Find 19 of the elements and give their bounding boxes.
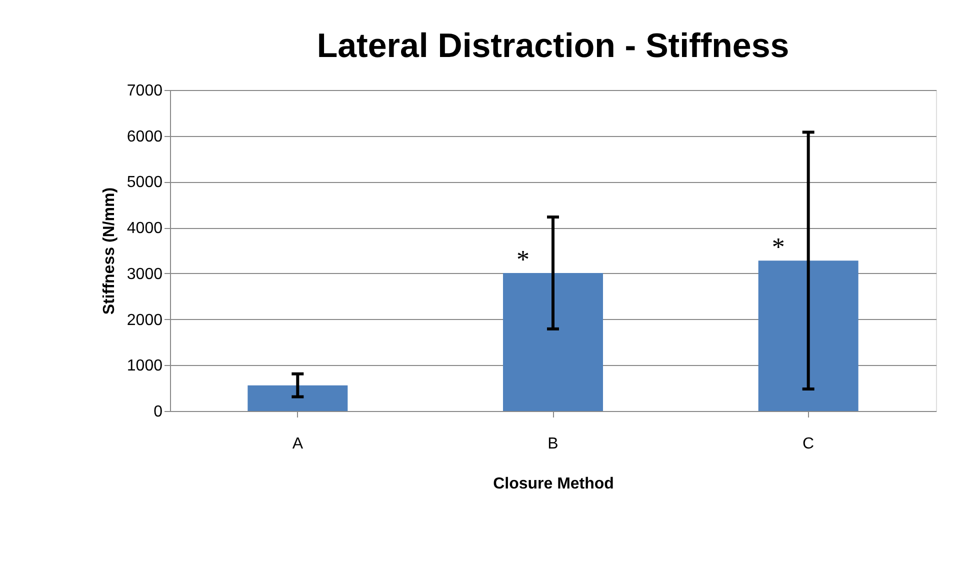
y-tick-label: 5000 bbox=[126, 174, 163, 192]
x-axis-title: Closure Method bbox=[493, 476, 614, 492]
y-axis-title: Stiffness (N/mm) bbox=[100, 187, 118, 315]
y-tick-label: 1000 bbox=[126, 358, 163, 375]
x-tick-label: C bbox=[802, 436, 814, 452]
y-tick-label: 4000 bbox=[126, 220, 163, 238]
chart-title: Lateral Distraction - Stiffness bbox=[316, 27, 790, 65]
y-tick-label: 7000 bbox=[126, 82, 163, 100]
y-tick-label: 2000 bbox=[126, 312, 163, 329]
bar bbox=[248, 385, 348, 411]
y-tick-label: 0 bbox=[154, 404, 163, 420]
y-tick-label: 3000 bbox=[126, 266, 163, 283]
x-tick-label: A bbox=[292, 436, 304, 452]
bar bbox=[503, 272, 603, 411]
annotation: * bbox=[516, 244, 530, 274]
bar bbox=[758, 260, 858, 411]
annotation: * bbox=[772, 232, 785, 262]
y-tick-label: 6000 bbox=[126, 128, 163, 146]
x-tick-label: B bbox=[548, 436, 558, 452]
